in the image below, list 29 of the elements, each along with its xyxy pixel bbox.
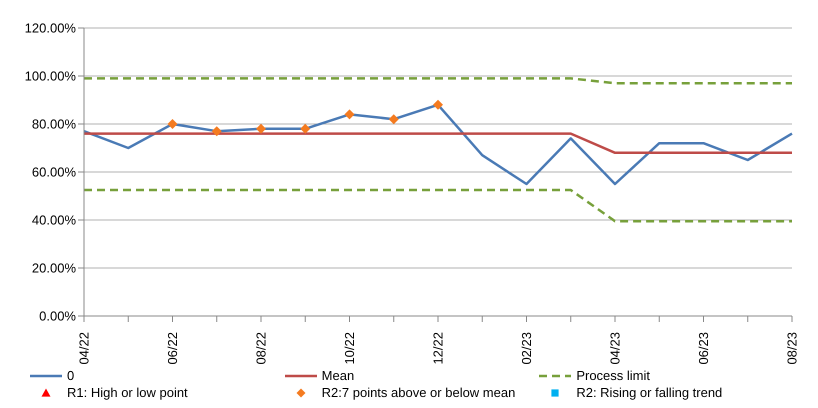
y-tick-label: 100.00% — [24, 68, 76, 84]
legend-label: Mean — [322, 368, 354, 383]
x-tick-label: 02/23 — [519, 332, 534, 365]
x-tick-label: 08/22 — [254, 332, 268, 365]
y-tick-label: 60.00% — [32, 164, 76, 180]
y-tick-label: 0.00% — [39, 308, 76, 324]
x-tick-label: 12/22 — [430, 332, 446, 365]
y-tick-label: 80.00% — [32, 116, 76, 132]
x-tick-label: 04/22 — [76, 332, 92, 365]
y-tick-label: 20.00% — [32, 260, 76, 276]
x-tick-label: 06/23 — [696, 332, 711, 365]
point — [433, 100, 443, 110]
legend-label: R2:7 points above or below mean — [322, 385, 516, 400]
legend-label: R2: Rising or falling trend — [576, 385, 722, 400]
y-tick-label: 120.00% — [24, 20, 76, 36]
legend-label: Process limit — [576, 368, 650, 383]
point — [256, 124, 266, 134]
point — [388, 114, 399, 124]
point — [300, 124, 310, 134]
y-tick-label: 40.00% — [32, 212, 76, 228]
x-tick-label: 06/22 — [165, 332, 180, 365]
point — [212, 126, 222, 136]
legend-label: R1: High or low point — [67, 385, 188, 400]
point — [168, 119, 178, 129]
x-tick-label: 04/23 — [608, 332, 622, 365]
x-tick-label: 08/23 — [784, 332, 800, 365]
x-tick-label: 10/22 — [342, 332, 357, 365]
point — [344, 109, 354, 120]
legend-label: 0 — [67, 368, 74, 383]
